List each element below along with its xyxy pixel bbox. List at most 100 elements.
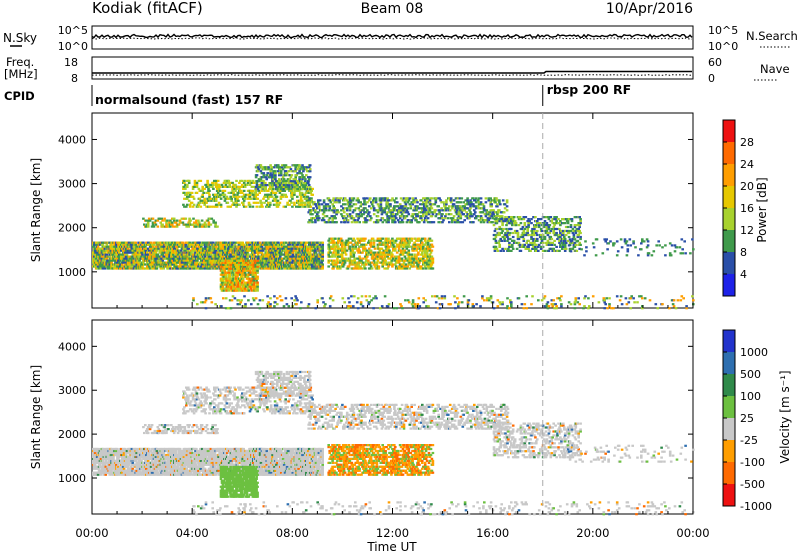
echo-cell	[272, 259, 275, 262]
echo-cell	[256, 261, 259, 264]
echo-cell	[277, 164, 280, 167]
echo-cell	[92, 251, 95, 254]
echo-cell	[397, 247, 401, 250]
echo-cell	[235, 201, 238, 204]
echo-cell	[205, 201, 208, 204]
echo-cell	[169, 219, 172, 222]
echo-cell	[235, 195, 238, 198]
echo-cell	[137, 255, 140, 258]
echo-cell	[151, 253, 155, 256]
echo-cell	[318, 199, 322, 202]
echo-cell	[168, 243, 171, 246]
echo-cell	[251, 245, 254, 248]
echo-cell	[401, 247, 405, 250]
echo-cell	[356, 197, 360, 200]
echo-cell	[191, 241, 194, 244]
echo-cell	[362, 209, 365, 212]
echo-cell	[152, 243, 156, 246]
echo-cell	[284, 249, 288, 252]
echo-cell	[359, 257, 362, 260]
echo-cell	[186, 249, 190, 252]
echo-cell	[196, 259, 199, 262]
echo-cell	[263, 267, 267, 270]
echo-cell	[328, 217, 332, 220]
echo-cell	[278, 180, 281, 183]
echo-cell	[280, 261, 283, 264]
echo-cell	[189, 267, 192, 270]
echo-cell	[154, 251, 158, 254]
echo-cell	[321, 213, 325, 216]
echo-cell	[183, 263, 187, 266]
echo-cell	[343, 199, 346, 202]
echo-cell	[169, 265, 172, 268]
echo-cell	[267, 197, 270, 200]
echo-cell	[178, 243, 182, 246]
echo-cell	[149, 253, 153, 256]
echo-cell	[410, 237, 413, 240]
echo-cell	[409, 263, 412, 266]
echo-cell	[394, 265, 398, 268]
echo-cell	[321, 249, 324, 252]
echo-cell	[199, 179, 203, 182]
echo-cell	[165, 255, 168, 258]
nave-tick-low: 0	[708, 72, 715, 85]
echo-cell	[186, 253, 190, 256]
echo-cell	[201, 267, 205, 270]
echo-cell	[187, 181, 191, 184]
echo-cell	[337, 253, 340, 256]
echo-cell	[130, 251, 134, 254]
echo-cell	[191, 195, 195, 198]
echo-cell	[212, 219, 215, 222]
echo-cell	[414, 237, 417, 240]
echo-cell	[146, 263, 150, 266]
echo-cell	[245, 253, 248, 256]
echo-cell	[174, 265, 178, 268]
echo-cell	[241, 241, 244, 244]
echo-cell	[248, 195, 252, 198]
echo-cell	[300, 203, 304, 206]
echo-cell	[192, 245, 195, 248]
echo-cell	[282, 245, 286, 248]
echo-cell	[232, 191, 235, 194]
echo-cell	[264, 188, 267, 191]
echo-cell	[142, 217, 145, 220]
echo-cell	[429, 251, 433, 254]
echo-cell	[294, 263, 297, 266]
echo-cell	[194, 241, 197, 244]
echo-cell	[382, 251, 385, 254]
echo-cell	[212, 253, 216, 256]
echo-cell	[349, 253, 353, 256]
echo-cell	[253, 247, 257, 250]
echo-cell	[144, 255, 147, 258]
echo-cell	[253, 241, 256, 244]
echo-cell	[304, 243, 307, 246]
echo-cell	[253, 253, 256, 256]
echo-cell	[247, 255, 250, 258]
echo-cell	[146, 247, 150, 250]
echo-cell	[275, 243, 278, 246]
echo-cell	[288, 166, 292, 169]
echo-cell	[243, 197, 247, 200]
echo-cell	[224, 273, 228, 276]
echo-cell	[230, 247, 234, 250]
echo-cell	[243, 271, 247, 274]
echo-cell	[125, 259, 129, 262]
echo-cell	[114, 253, 117, 256]
echo-cell	[378, 249, 382, 252]
echo-cell	[262, 247, 266, 250]
echo-cell	[291, 251, 295, 254]
echo-cell	[195, 221, 198, 224]
echo-cell	[105, 245, 109, 248]
echo-cell	[190, 259, 193, 262]
echo-cell	[114, 245, 117, 248]
echo-cell	[267, 261, 270, 264]
echo-cell	[199, 257, 202, 260]
echo-cell	[327, 219, 331, 222]
echo-cell	[254, 176, 258, 179]
echo-cell	[203, 267, 207, 270]
echo-cell	[321, 245, 324, 248]
echo-cell	[407, 249, 411, 252]
echo-cell	[429, 265, 433, 268]
echo-cell	[223, 249, 226, 252]
echo-cell	[267, 253, 270, 256]
